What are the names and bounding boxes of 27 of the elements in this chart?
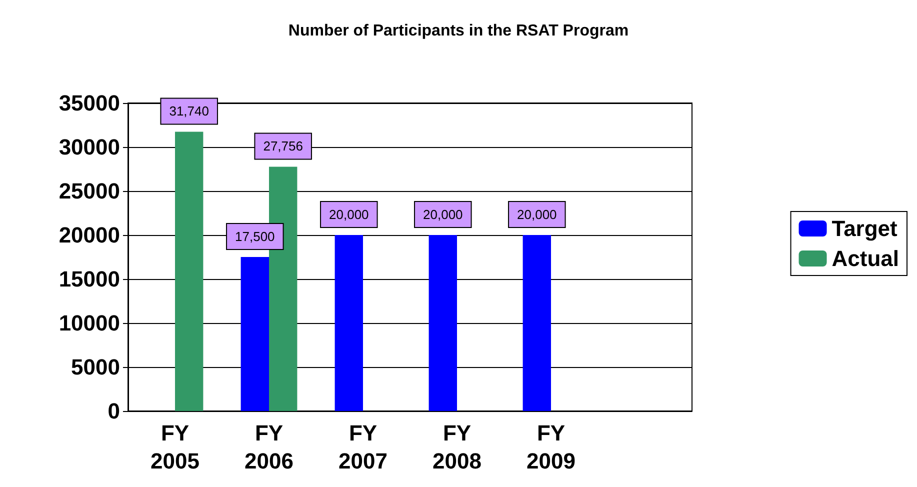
y-tick-label: 35000 bbox=[58, 90, 120, 116]
x-tick-label: FY 2007 bbox=[338, 420, 388, 474]
legend-label: Target bbox=[832, 216, 898, 241]
bar bbox=[334, 235, 363, 411]
bar bbox=[240, 257, 269, 411]
data-label: 27,756 bbox=[263, 138, 303, 154]
x-tick-label: FY 2005 bbox=[150, 420, 200, 474]
data-label: 20,000 bbox=[517, 207, 557, 222]
data-label: 31,740 bbox=[169, 104, 209, 119]
data-label: 20,000 bbox=[329, 207, 369, 222]
x-tick-label: FY 2006 bbox=[244, 420, 294, 474]
chart-title: Number of Participants in the RSAT Program bbox=[288, 22, 629, 40]
y-tick-label: 5000 bbox=[71, 354, 120, 380]
y-tick-label: 25000 bbox=[58, 178, 120, 204]
y-tick-label: 10000 bbox=[58, 310, 120, 336]
y-tick-label: 20000 bbox=[58, 222, 120, 248]
x-tick-label: FY 2009 bbox=[526, 420, 576, 474]
legend-label: Actual bbox=[832, 246, 900, 271]
bar bbox=[428, 235, 457, 411]
bar bbox=[522, 235, 551, 411]
data-label: 20,000 bbox=[423, 207, 463, 222]
x-tick-label: FY 2008 bbox=[432, 420, 482, 474]
y-tick-label: 30000 bbox=[58, 134, 120, 160]
y-tick-label: 0 bbox=[108, 398, 120, 424]
data-label: 17,500 bbox=[235, 229, 275, 244]
y-tick-label: 15000 bbox=[58, 266, 120, 292]
bar bbox=[175, 132, 204, 411]
